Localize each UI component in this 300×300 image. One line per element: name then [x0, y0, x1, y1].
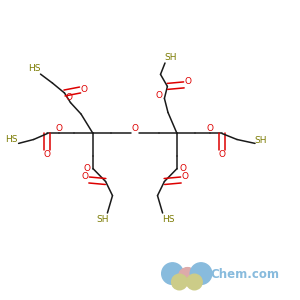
Text: O: O	[206, 124, 214, 133]
Text: SH: SH	[97, 215, 109, 224]
Text: O: O	[83, 164, 91, 173]
Text: Chem.com: Chem.com	[210, 268, 279, 281]
Text: O: O	[184, 76, 191, 85]
Text: HS: HS	[162, 215, 174, 224]
Text: O: O	[218, 150, 226, 159]
Text: SH: SH	[164, 53, 177, 62]
Text: O: O	[44, 150, 51, 159]
Text: O: O	[181, 172, 188, 181]
Text: O: O	[81, 85, 88, 94]
Circle shape	[178, 268, 196, 286]
Text: O: O	[65, 93, 73, 102]
Text: O: O	[131, 124, 139, 133]
Circle shape	[187, 274, 202, 290]
Circle shape	[162, 263, 183, 284]
Text: O: O	[55, 124, 62, 133]
Text: SH: SH	[254, 136, 267, 145]
Text: O: O	[179, 164, 187, 173]
Text: O: O	[155, 91, 163, 100]
Text: HS: HS	[28, 64, 41, 73]
Circle shape	[172, 274, 187, 290]
Text: O: O	[81, 172, 88, 181]
Text: HS: HS	[5, 135, 17, 144]
Circle shape	[190, 263, 212, 284]
